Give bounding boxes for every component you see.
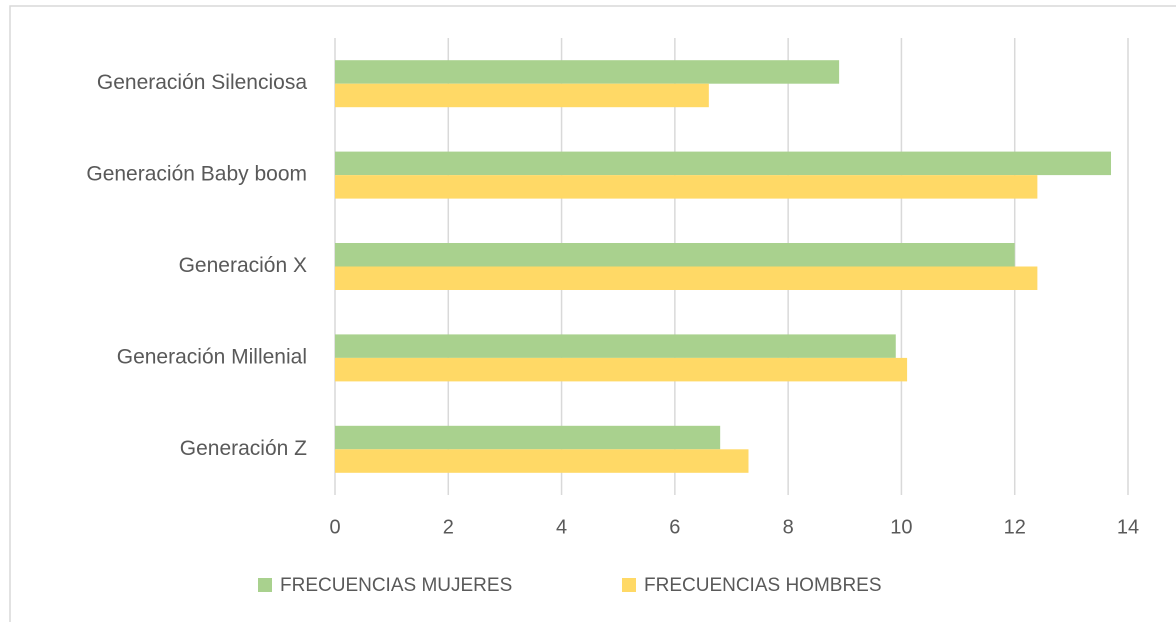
bar [335,83,709,108]
chart-frame [9,5,1176,622]
x-tick-label: 10 [890,516,912,538]
legend-swatch [258,578,272,592]
legend-label: FRECUENCIAS MUJERES [280,575,512,596]
legend-swatch [622,578,636,592]
x-tick-label: 8 [783,516,794,538]
bar [335,151,1112,176]
bar [335,425,721,450]
x-tick-label: 12 [1004,516,1026,538]
x-tick-label: 14 [1117,516,1139,538]
y-tick-label: Generación Z [180,437,307,460]
bar [335,243,1015,267]
bar [335,334,896,358]
x-tick-label: 4 [556,516,567,538]
y-tick-label: Generación Silenciosa [97,71,307,94]
x-tick-label: 6 [669,516,680,538]
bar [335,449,749,473]
bar [335,60,840,84]
legend-label: FRECUENCIAS HOMBRES [644,575,882,596]
bar [335,266,1038,290]
x-tick-label: 2 [443,516,454,538]
y-tick-label: Generación Baby boom [86,163,307,186]
y-tick-label: Generación X [179,254,307,277]
x-tick-label: 0 [329,516,340,538]
bar [335,175,1038,199]
y-tick-label: Generación Millenial [117,345,307,368]
bar [335,357,908,382]
